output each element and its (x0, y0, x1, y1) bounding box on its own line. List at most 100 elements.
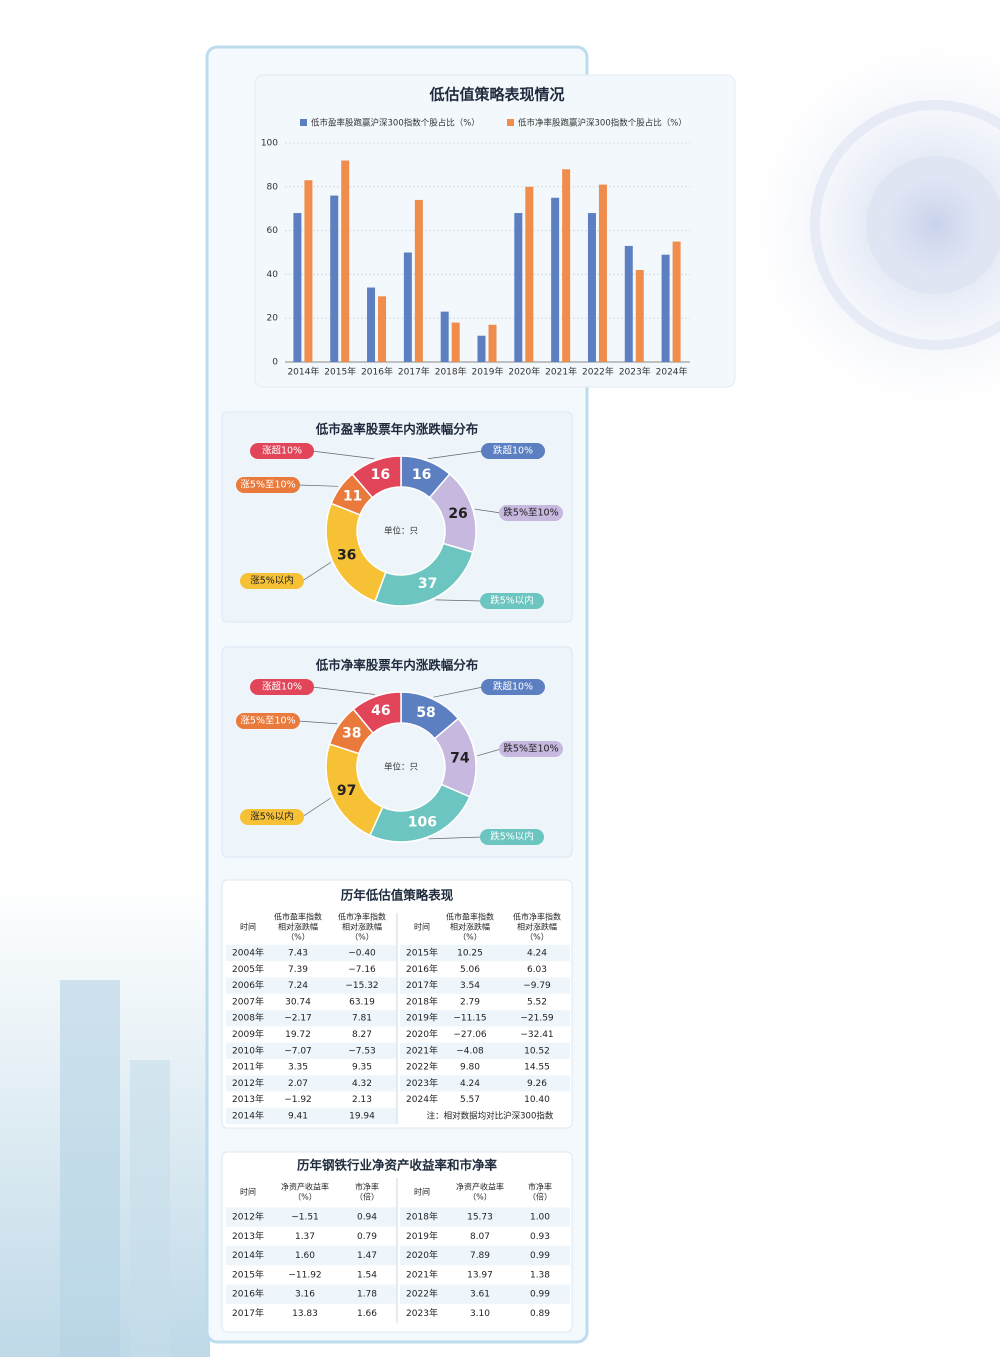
donut-segment (351, 455, 402, 499)
cell: −11.92 (288, 1270, 321, 1280)
cell: 10.25 (457, 949, 483, 959)
cell: −0.40 (348, 949, 376, 959)
y-tick-label: 0 (272, 358, 278, 368)
x-tick-label: 2020年 (508, 366, 540, 378)
cell: 1.37 (295, 1232, 315, 1242)
cell: 2013年 (232, 1230, 264, 1242)
row-stripe (400, 1207, 570, 1227)
cell: −1.92 (284, 1095, 312, 1105)
cell: 0.93 (530, 1232, 550, 1242)
label-pill (481, 679, 545, 695)
cell: 3.10 (470, 1309, 490, 1319)
segment-value: 26 (448, 506, 467, 522)
label-pill (480, 593, 544, 609)
category-label: 跌5%至10% (503, 507, 558, 519)
cell: 30.74 (285, 997, 311, 1007)
chart-title: 低估值策略表现情况 (428, 86, 564, 104)
cell: 3.35 (288, 1063, 308, 1073)
cell: −7.16 (348, 965, 376, 975)
segment-value: 38 (342, 726, 361, 742)
column-header: 低市净率指数 (513, 912, 561, 922)
column-header: （%） (458, 933, 482, 942)
cell: 2016年 (406, 963, 438, 975)
cell: 2023年 (406, 1307, 438, 1319)
segment-value: 36 (337, 547, 356, 563)
legend-swatch (300, 119, 307, 126)
cell: 2.79 (460, 997, 480, 1007)
cell: 63.19 (349, 997, 375, 1007)
cell: 2015年 (406, 947, 438, 959)
cell: −15.32 (345, 981, 378, 991)
label-pill (250, 679, 314, 695)
label-pill (236, 477, 300, 493)
table-note: 注：相对数据均对比沪深300指数 (427, 1111, 554, 1122)
y-tick-label: 60 (267, 226, 279, 236)
row-stripe (226, 1010, 396, 1027)
column-header: 相对涨跌幅 (342, 922, 382, 932)
cell: 5.52 (527, 997, 547, 1007)
cell: 2020年 (406, 1028, 438, 1040)
table-title: 历年低估值策略表现 (341, 888, 454, 903)
row-stripe (226, 1075, 396, 1092)
column-header: 低市盈率指数 (274, 912, 322, 922)
cell: 7.89 (470, 1251, 490, 1261)
bar (341, 160, 350, 362)
cell: 7.43 (288, 949, 308, 959)
column-header: 低市盈率指数 (446, 912, 494, 922)
decor-ring (810, 100, 1000, 350)
cell: 2007年 (232, 995, 264, 1007)
bar (488, 324, 497, 362)
segment-value: 16 (371, 467, 390, 483)
category-label: 涨5%至10% (240, 480, 295, 491)
cell: 9.35 (352, 1063, 372, 1073)
segment-value: 97 (337, 783, 356, 799)
cell: −32.41 (520, 1030, 553, 1040)
cell: 2012年 (232, 1077, 264, 1089)
cell: 14.55 (524, 1063, 550, 1073)
x-tick-label: 2023年 (619, 366, 651, 378)
bar (587, 213, 596, 362)
cell: 8.27 (352, 1030, 372, 1040)
column-header: （%） (286, 933, 310, 942)
row-stripe (226, 1284, 396, 1304)
row-stripe (400, 977, 570, 994)
bar (414, 199, 423, 362)
legend-label: 低市净率股跑赢沪深300指数个股占比（%） (518, 118, 687, 129)
y-tick-label: 40 (267, 270, 279, 280)
row-stripe (226, 1042, 396, 1059)
cell: 2.13 (352, 1095, 372, 1105)
donut-panel (221, 411, 573, 623)
row-stripe (400, 1010, 570, 1027)
cell: 5.57 (460, 1095, 480, 1105)
cell: −9.79 (523, 981, 551, 991)
cell: 5.06 (460, 965, 480, 975)
bar (514, 213, 523, 362)
label-pill (499, 505, 563, 521)
row-stripe (400, 944, 570, 962)
cell: 4.32 (352, 1079, 372, 1089)
cell: 0.99 (530, 1290, 550, 1300)
cell: 2013年 (232, 1093, 264, 1105)
bar (378, 296, 387, 362)
label-pill (236, 713, 300, 729)
chart-title: 低市盈率股票年内涨跌幅分布 (315, 422, 479, 437)
cell: 0.79 (357, 1232, 377, 1242)
row-stripe (400, 1245, 570, 1266)
category-label: 跌5%以内 (490, 831, 534, 843)
row-stripe (226, 944, 396, 962)
cell: 2006年 (232, 979, 264, 991)
category-label: 涨超10% (262, 445, 302, 457)
column-header: 净资产收益率 (456, 1182, 504, 1192)
cell: −11.15 (453, 1014, 486, 1024)
x-tick-label: 2021年 (545, 366, 577, 378)
cell: 7.81 (352, 1014, 372, 1024)
row-stripe (226, 1207, 396, 1227)
column-header: 时间 (414, 922, 430, 932)
cell: 9.41 (288, 1112, 308, 1122)
cell: 0.94 (357, 1213, 377, 1223)
table-title: 历年钢铁行业净资产收益率和市净率 (297, 1158, 498, 1173)
cell: 2009年 (232, 1028, 264, 1040)
column-header: 市净率 (528, 1182, 552, 1192)
label-pill (481, 443, 545, 459)
